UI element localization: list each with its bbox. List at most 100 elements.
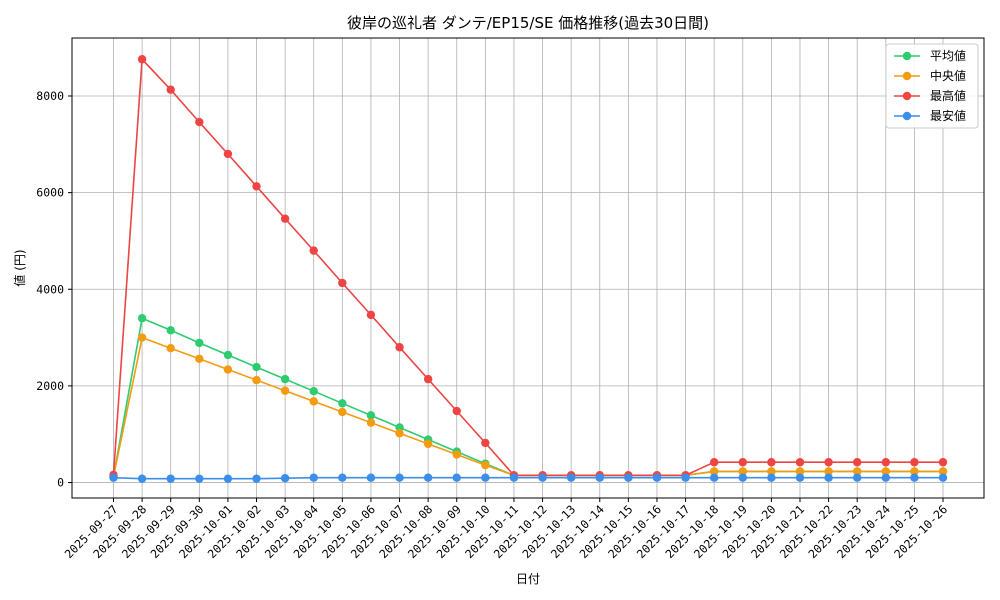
data-point bbox=[709, 473, 719, 482]
data-point bbox=[452, 406, 461, 416]
x-axis-ticks: 2025-09-272025-09-282025-09-292025-09-30… bbox=[62, 498, 950, 561]
data-point bbox=[395, 423, 404, 432]
legend-box bbox=[885, 43, 979, 129]
data-point bbox=[166, 474, 175, 483]
data-point bbox=[223, 365, 233, 374]
data-point bbox=[395, 473, 404, 482]
y-tick-label: 2000 bbox=[36, 379, 64, 393]
plot-frame bbox=[71, 37, 985, 499]
data-point bbox=[738, 473, 747, 482]
data-point bbox=[366, 418, 376, 427]
data-point bbox=[738, 467, 747, 476]
data-point bbox=[137, 314, 147, 323]
y-tick-label: 0 bbox=[57, 476, 64, 490]
data-point bbox=[395, 429, 404, 438]
data-point bbox=[795, 467, 805, 476]
data-point bbox=[338, 473, 347, 482]
data-point bbox=[881, 458, 890, 467]
data-point bbox=[223, 350, 233, 360]
data-point bbox=[309, 397, 318, 406]
data-point bbox=[338, 278, 347, 288]
data-point bbox=[595, 473, 604, 482]
y-tick-label: 8000 bbox=[36, 89, 64, 103]
series-line bbox=[113, 476, 943, 480]
data-point bbox=[652, 473, 662, 482]
data-point bbox=[195, 117, 204, 127]
data-point bbox=[452, 450, 461, 459]
legend-label: 最安値 bbox=[930, 108, 966, 123]
data-point bbox=[252, 474, 261, 483]
data-point bbox=[423, 439, 433, 449]
data-point bbox=[166, 326, 175, 335]
data-point bbox=[509, 473, 519, 482]
data-point bbox=[280, 374, 290, 384]
data-point bbox=[938, 473, 948, 482]
data-point bbox=[137, 55, 147, 64]
y-tick-label: 4000 bbox=[36, 282, 64, 296]
data-point bbox=[938, 458, 948, 467]
data-point bbox=[852, 473, 862, 482]
data-point bbox=[795, 473, 805, 482]
data-point bbox=[223, 149, 233, 159]
series-line bbox=[112, 317, 943, 477]
data-point bbox=[452, 473, 461, 482]
legend-marker bbox=[902, 71, 912, 81]
data-point bbox=[824, 458, 833, 467]
data-point bbox=[824, 467, 833, 476]
legend-marker bbox=[902, 51, 912, 61]
series-最高値 bbox=[109, 55, 948, 480]
data-point bbox=[624, 473, 633, 482]
y-axis-label: 値 (円) bbox=[12, 249, 27, 286]
series-平均値 bbox=[109, 314, 948, 481]
data-point bbox=[366, 411, 376, 420]
data-point bbox=[195, 338, 204, 348]
data-point bbox=[938, 467, 948, 476]
series-最安値 bbox=[109, 473, 948, 483]
series-line bbox=[112, 57, 943, 477]
data-point bbox=[481, 460, 490, 470]
data-point bbox=[681, 473, 690, 482]
data-point bbox=[309, 473, 318, 482]
data-point bbox=[767, 467, 776, 476]
data-point bbox=[338, 407, 347, 417]
data-point bbox=[738, 458, 747, 467]
data-point bbox=[252, 375, 261, 385]
y-tick-label: 6000 bbox=[36, 186, 64, 200]
chart-title: 彼岸の巡礼者 ダンテ/EP15/SE 価格推移(過去30日間) bbox=[347, 14, 709, 32]
data-point bbox=[195, 474, 204, 483]
x-axis-label: 日付 bbox=[516, 572, 540, 586]
data-point bbox=[852, 458, 862, 467]
data-point bbox=[767, 458, 776, 467]
series-layer bbox=[109, 55, 948, 483]
data-point bbox=[395, 343, 404, 352]
data-point bbox=[195, 354, 204, 364]
data-point bbox=[223, 474, 233, 483]
legend-label: 最高値 bbox=[930, 88, 966, 103]
data-point bbox=[423, 374, 433, 384]
legend-label: 中央値 bbox=[930, 68, 966, 83]
data-point bbox=[852, 467, 862, 476]
data-point bbox=[366, 310, 376, 320]
data-point bbox=[309, 387, 318, 396]
data-point bbox=[166, 344, 175, 353]
data-point bbox=[709, 458, 719, 467]
data-point bbox=[881, 467, 890, 476]
data-point bbox=[366, 473, 376, 482]
legend-label: 平均値 bbox=[930, 48, 966, 63]
data-point bbox=[481, 473, 490, 482]
data-point bbox=[166, 85, 175, 94]
data-point bbox=[252, 362, 261, 372]
y-axis-ticks: 0 2000 4000 6000 8000 bbox=[36, 89, 72, 490]
data-point bbox=[280, 473, 290, 483]
data-point bbox=[280, 386, 290, 395]
data-point bbox=[423, 473, 433, 482]
data-point bbox=[910, 458, 919, 467]
data-point bbox=[881, 473, 890, 482]
data-point bbox=[910, 467, 919, 476]
data-point bbox=[566, 473, 576, 482]
data-point bbox=[137, 333, 147, 342]
grid bbox=[72, 38, 984, 498]
data-point bbox=[538, 473, 547, 482]
data-point bbox=[709, 467, 719, 476]
data-point bbox=[481, 438, 490, 448]
